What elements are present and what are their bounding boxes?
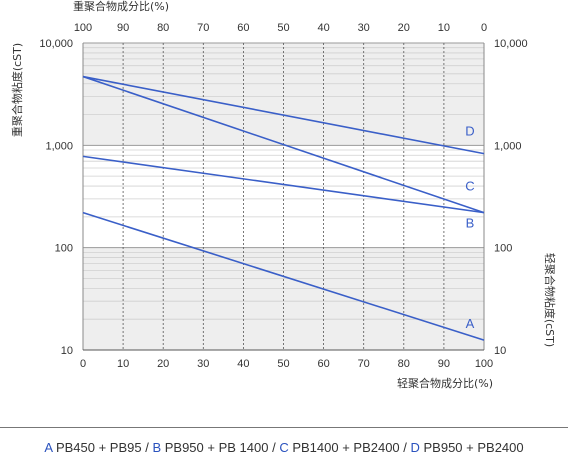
x-tick-label: 40: [237, 358, 249, 370]
top-tick-label: 40: [317, 22, 329, 34]
series-line-c: [82, 75, 485, 214]
legend-text: PB950 + PB2400: [419, 440, 524, 455]
legend-key-d: D: [410, 440, 420, 455]
y-tick-label-right: 100: [494, 243, 512, 255]
series-line-b: [82, 155, 485, 214]
x-tick-label: 50: [277, 358, 289, 370]
legend-key-a: A: [44, 440, 53, 455]
top-tick-label: 60: [237, 22, 249, 34]
top-tick-label: 80: [157, 22, 169, 34]
top-tick-label: 70: [197, 22, 209, 34]
x-tick-label: 90: [438, 358, 450, 370]
right-axis-title: 轻聚合物粘度(cST): [543, 253, 557, 347]
y-tick-label-right: 10,000: [494, 38, 528, 50]
series-label-b: B: [466, 216, 475, 231]
y-tick-label-left: 10,000: [39, 38, 73, 50]
legend-text: PB950 + PB 1400: [161, 440, 269, 455]
y-tick-label-right: 10: [494, 345, 506, 357]
top-tick-label: 20: [398, 22, 410, 34]
top-tick-label: 0: [481, 22, 487, 34]
legend-key-c: C: [279, 440, 289, 455]
y-tick-label-right: 1,000: [494, 140, 522, 152]
x-tick-label: 80: [398, 358, 410, 370]
series-label-c: C: [465, 179, 474, 194]
x-tick-label: 100: [475, 358, 493, 370]
series-line-d: [82, 75, 485, 155]
y-tick-label-left: 100: [55, 243, 73, 255]
y-tick-label-left: 10: [61, 345, 73, 357]
legend-key-b: B: [152, 440, 162, 455]
x-tick-label: 20: [157, 358, 169, 370]
legend-text: PB450 + PB95: [52, 440, 142, 455]
top-tick-label: 100: [74, 22, 92, 34]
series-label-a: A: [466, 316, 475, 331]
series-lines: [82, 75, 485, 341]
legend-separator: /: [268, 440, 280, 455]
legend-separator: /: [399, 440, 411, 455]
legend: A PB450 + PB95 / B PB950 + PB 1400 / C P…: [0, 440, 568, 455]
series-line-a: [82, 211, 485, 341]
decade-band: [83, 43, 484, 146]
top-tick-label: 30: [358, 22, 370, 34]
top-tick-label: 90: [117, 22, 129, 34]
legend-separator: /: [141, 440, 153, 455]
series-labels: A B C D: [465, 124, 474, 331]
divider: [0, 427, 568, 428]
x-tick-label: 30: [197, 358, 209, 370]
top-tick-label: 10: [438, 22, 450, 34]
x-tick-label: 10: [117, 358, 129, 370]
legend-text: PB1400 + PB2400: [288, 440, 400, 455]
x-tick-label: 70: [358, 358, 370, 370]
x-tick-label: 0: [80, 358, 86, 370]
top-tick-label: 50: [277, 22, 289, 34]
top-axis-title: 重聚合物成分比(%): [73, 0, 169, 13]
gridlines: [82, 42, 485, 351]
x-tick-label: 60: [317, 358, 329, 370]
left-axis-title: 重聚合物粘度(cST): [10, 43, 24, 137]
y-tick-label-left: 1,000: [45, 140, 73, 152]
series-label-d: D: [465, 124, 474, 139]
x-axis-title: 轻聚合物成分比(%): [397, 376, 493, 390]
